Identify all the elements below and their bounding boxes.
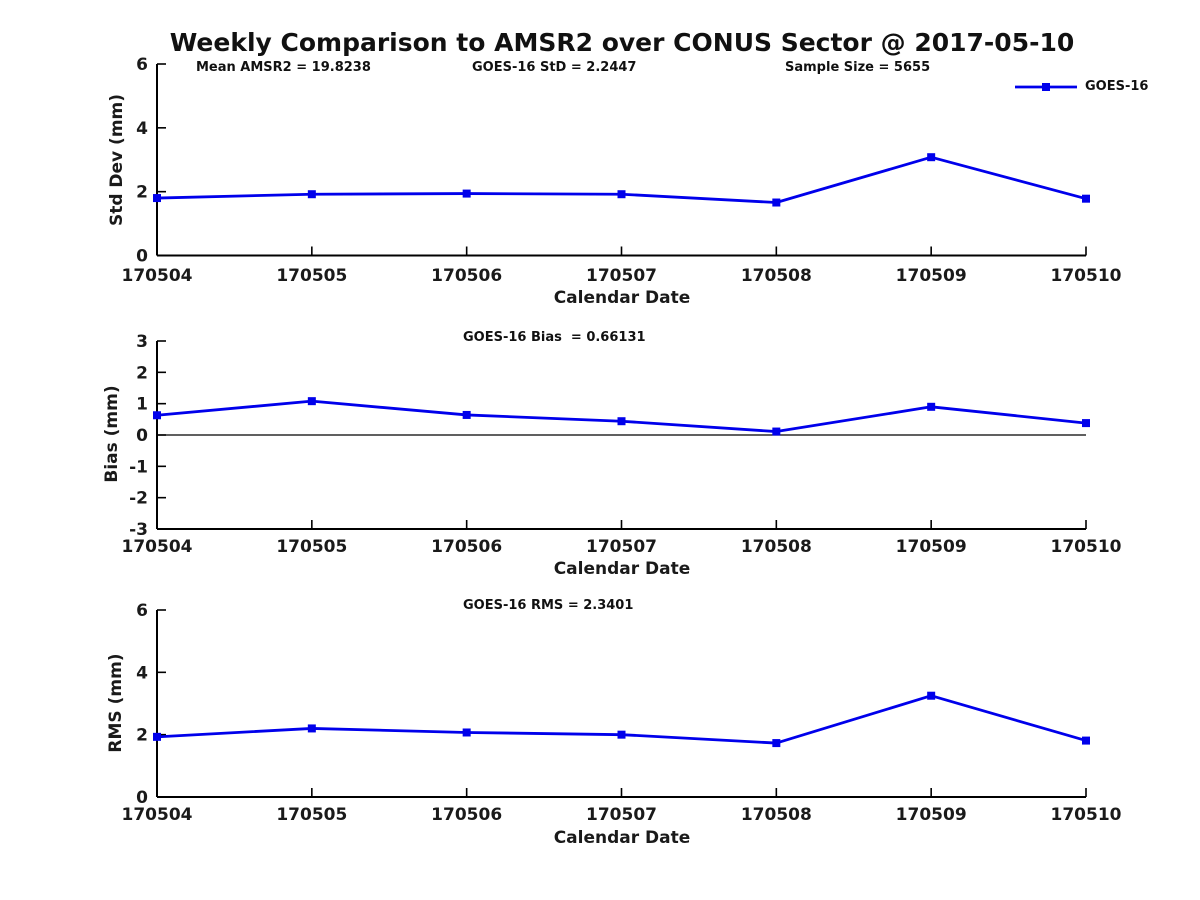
legend-line-marker-icon xyxy=(1015,82,1077,91)
x-axis-label-stddev: Calendar Date xyxy=(553,288,691,308)
annotation-goes16-rms: GOES-16 RMS = 2.3401 xyxy=(463,598,634,613)
data-point-marker xyxy=(462,728,471,737)
y-tick-label: 2 xyxy=(136,183,148,203)
data-line xyxy=(156,399,1087,433)
data-point-marker xyxy=(772,198,781,207)
y-tick-label: 1 xyxy=(136,395,148,415)
x-tick-label: 170508 xyxy=(741,805,812,825)
y-tick-label: 0 xyxy=(136,788,148,808)
x-tick-label: 170505 xyxy=(276,537,347,557)
data-point-marker xyxy=(462,189,471,198)
x-tick-label: 170510 xyxy=(1051,266,1122,286)
x-tick-label: 170504 xyxy=(122,805,193,825)
y-tick-label: 6 xyxy=(136,55,148,75)
legend-label: GOES-16 xyxy=(1085,79,1149,94)
data-point-marker xyxy=(307,724,316,733)
data-point-marker xyxy=(307,190,316,199)
x-tick-label: 170510 xyxy=(1051,537,1122,557)
y-tick-label: 2 xyxy=(136,726,148,746)
data-point-marker xyxy=(772,739,781,748)
data-point-marker xyxy=(927,691,936,700)
x-tick-label: 170507 xyxy=(586,537,657,557)
annotation-goes16-bias: GOES-16 Bias = 0.66131 xyxy=(463,330,646,345)
data-point-marker xyxy=(1082,736,1090,745)
x-tick-label: 170504 xyxy=(122,266,193,286)
x-tick-label: 170505 xyxy=(276,805,347,825)
y-tick-label: -3 xyxy=(129,520,148,540)
data-point-marker xyxy=(772,427,781,436)
y-tick-label: 0 xyxy=(136,426,148,446)
y-tick-label: 6 xyxy=(136,601,148,621)
data-point-marker xyxy=(307,397,316,406)
x-tick-label: 170506 xyxy=(431,537,502,557)
data-point-marker xyxy=(153,411,161,420)
x-tick-label: 170509 xyxy=(896,537,967,557)
x-tick-label: 170504 xyxy=(122,537,193,557)
data-point-marker xyxy=(617,417,626,426)
data-point-marker xyxy=(617,730,626,739)
y-tick-label: 2 xyxy=(136,363,148,383)
annotation-mean-amsr2: Mean AMSR2 = 19.8238 xyxy=(196,60,371,75)
annotation-sample-size: Sample Size = 5655 xyxy=(785,60,931,75)
x-tick-label: 170507 xyxy=(586,805,657,825)
figure-title: Weekly Comparison to AMSR2 over CONUS Se… xyxy=(169,28,1075,57)
x-tick-label: 170506 xyxy=(431,266,502,286)
legend: GOES-16 xyxy=(1014,79,1148,94)
y-tick-label: 3 xyxy=(136,332,148,352)
y-tick-label: 4 xyxy=(136,663,148,683)
x-axis-label-rms: Calendar Date xyxy=(553,828,691,848)
x-tick-label: 170508 xyxy=(741,266,812,286)
data-point-marker xyxy=(927,402,936,411)
data-point-marker xyxy=(462,410,471,419)
data-point-marker xyxy=(153,194,161,203)
y-tick-label: -1 xyxy=(129,457,148,477)
x-tick-label: 170507 xyxy=(586,266,657,286)
y-tick-label: 0 xyxy=(136,247,148,267)
x-tick-label: 170509 xyxy=(896,805,967,825)
data-point-marker xyxy=(1082,194,1090,203)
x-tick-label: 170509 xyxy=(896,266,967,286)
annotation-goes16-std: GOES-16 StD = 2.2447 xyxy=(472,60,637,75)
x-tick-label: 170505 xyxy=(276,266,347,286)
x-tick-label: 170508 xyxy=(741,537,812,557)
data-point-marker xyxy=(153,732,161,741)
data-point-marker xyxy=(927,153,936,162)
data-point-marker xyxy=(617,190,626,199)
x-tick-label: 170506 xyxy=(431,805,502,825)
data-point-marker xyxy=(1082,419,1090,428)
y-tick-label: -2 xyxy=(129,489,148,509)
x-axis-label-bias: Calendar Date xyxy=(553,559,691,579)
y-tick-label: 4 xyxy=(136,119,148,139)
x-tick-label: 170510 xyxy=(1051,805,1122,825)
